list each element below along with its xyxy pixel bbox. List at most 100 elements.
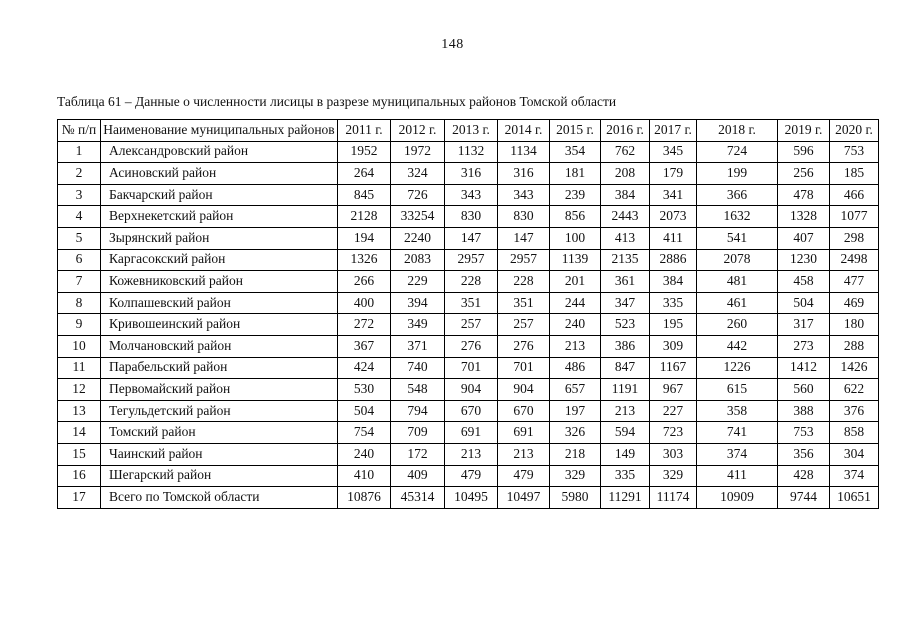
cell-value: 239 xyxy=(549,183,601,207)
cell-value: 256 xyxy=(777,162,830,185)
cell-value: 213 xyxy=(549,334,601,358)
cell-value: 830 xyxy=(497,205,550,228)
cell-value: 442 xyxy=(696,334,778,358)
cell-value: 479 xyxy=(444,464,498,488)
cell-value: 351 xyxy=(497,291,550,315)
cell-value: 1632 xyxy=(696,205,778,228)
cell-value: 11291 xyxy=(600,486,650,509)
cell-value: 240 xyxy=(549,313,601,336)
cell-value: 2957 xyxy=(444,248,498,272)
cell-value: 1139 xyxy=(549,248,601,272)
cell-value: 179 xyxy=(649,162,697,185)
cell-value: 228 xyxy=(444,270,498,293)
table-row: 17 Всего по Томской области 10876 45314 1049… xyxy=(57,486,879,509)
cell-row-number: 9 xyxy=(57,313,101,336)
cell-value: 904 xyxy=(497,378,550,401)
cell-value: 218 xyxy=(549,442,601,466)
cell-value: 740 xyxy=(390,356,445,380)
cell-value: 753 xyxy=(829,140,879,164)
cell-value: 213 xyxy=(497,442,550,466)
cell-value: 273 xyxy=(777,334,830,358)
cell-value: 1230 xyxy=(777,248,830,272)
cell-value: 794 xyxy=(390,399,445,423)
cell-value: 257 xyxy=(444,313,498,336)
cell-row-number: 4 xyxy=(57,205,101,228)
cell-value: 741 xyxy=(696,421,778,444)
cell-value: 560 xyxy=(777,378,830,401)
cell-value: 272 xyxy=(337,313,391,336)
cell-value: 1191 xyxy=(600,378,650,401)
cell-value: 594 xyxy=(600,421,650,444)
cell-value: 481 xyxy=(696,270,778,293)
cell-value: 486 xyxy=(549,356,601,380)
table-row: 11 Парабельский район 424 740 701 701 486 847 11… xyxy=(57,356,879,380)
cell-row-number: 15 xyxy=(57,442,101,466)
cell-row-number: 12 xyxy=(57,378,101,401)
column-header: Наименование муниципальных районов xyxy=(100,119,338,142)
cell-value: 266 xyxy=(337,270,391,293)
cell-value: 376 xyxy=(829,399,879,423)
cell-district-name: Колпашевский район xyxy=(100,291,338,315)
cell-value: 458 xyxy=(777,270,830,293)
cell-value: 2240 xyxy=(390,226,445,250)
cell-value: 1972 xyxy=(390,140,445,164)
cell-value: 1226 xyxy=(696,356,778,380)
cell-district-name: Чаинский район xyxy=(100,442,338,466)
cell-value: 260 xyxy=(696,313,778,336)
cell-district-name: Александровский район xyxy=(100,140,338,164)
cell-value: 351 xyxy=(444,291,498,315)
cell-value: 424 xyxy=(337,356,391,380)
table-row: 15 Чаинский район 240 172 213 213 218 149 303 374… xyxy=(57,442,879,466)
cell-value: 317 xyxy=(777,313,830,336)
cell-value: 407 xyxy=(777,226,830,250)
table-row: 9 Кривошеинский район 272 349 257 257 240 523 19… xyxy=(57,313,879,336)
cell-value: 100 xyxy=(549,226,601,250)
cell-value: 388 xyxy=(777,399,830,423)
table-row: 16 Шегарский район 410 409 479 479 329 335 329 41… xyxy=(57,464,879,488)
cell-row-number: 11 xyxy=(57,356,101,380)
column-header: 2012 г. xyxy=(390,119,445,142)
cell-value: 384 xyxy=(600,183,650,207)
cell-value: 1167 xyxy=(649,356,697,380)
cell-value: 213 xyxy=(600,399,650,423)
cell-value: 195 xyxy=(649,313,697,336)
cell-value: 428 xyxy=(777,464,830,488)
cell-value: 709 xyxy=(390,421,445,444)
table-header-row: № п/п Наименование муниципальных районов 2… xyxy=(57,119,879,142)
cell-value: 208 xyxy=(600,162,650,185)
cell-district-name: Всего по Томской области xyxy=(100,486,338,509)
cell-value: 10497 xyxy=(497,486,550,509)
cell-value: 304 xyxy=(829,442,879,466)
table-row: 10 Молчановский район 367 371 276 276 213 386 30… xyxy=(57,334,879,358)
cell-value: 1326 xyxy=(337,248,391,272)
cell-value: 288 xyxy=(829,334,879,358)
cell-value: 10876 xyxy=(337,486,391,509)
cell-value: 386 xyxy=(600,334,650,358)
cell-district-name: Асиновский район xyxy=(100,162,338,185)
cell-value: 361 xyxy=(600,270,650,293)
cell-value: 316 xyxy=(497,162,550,185)
cell-value: 341 xyxy=(649,183,697,207)
cell-value: 478 xyxy=(777,183,830,207)
cell-value: 147 xyxy=(444,226,498,250)
cell-row-number: 6 xyxy=(57,248,101,272)
cell-value: 523 xyxy=(600,313,650,336)
cell-value: 2886 xyxy=(649,248,697,272)
table-row: 12 Первомайский район 530 548 904 904 657 1191 9… xyxy=(57,378,879,401)
table-row: 14 Томский район 754 709 691 691 326 594 723 741 7… xyxy=(57,421,879,444)
cell-value: 691 xyxy=(444,421,498,444)
column-header: 2016 г. xyxy=(600,119,650,142)
cell-value: 856 xyxy=(549,205,601,228)
cell-value: 335 xyxy=(649,291,697,315)
cell-row-number: 8 xyxy=(57,291,101,315)
cell-value: 371 xyxy=(390,334,445,358)
cell-district-name: Первомайский район xyxy=(100,378,338,401)
cell-value: 845 xyxy=(337,183,391,207)
cell-district-name: Тегульдетский район xyxy=(100,399,338,423)
column-header: № п/п xyxy=(57,119,101,142)
cell-value: 181 xyxy=(549,162,601,185)
cell-value: 904 xyxy=(444,378,498,401)
table-body: 1 Александровский район 1952 1972 1132 1134 35… xyxy=(57,140,879,509)
cell-value: 309 xyxy=(649,334,697,358)
cell-value: 356 xyxy=(777,442,830,466)
